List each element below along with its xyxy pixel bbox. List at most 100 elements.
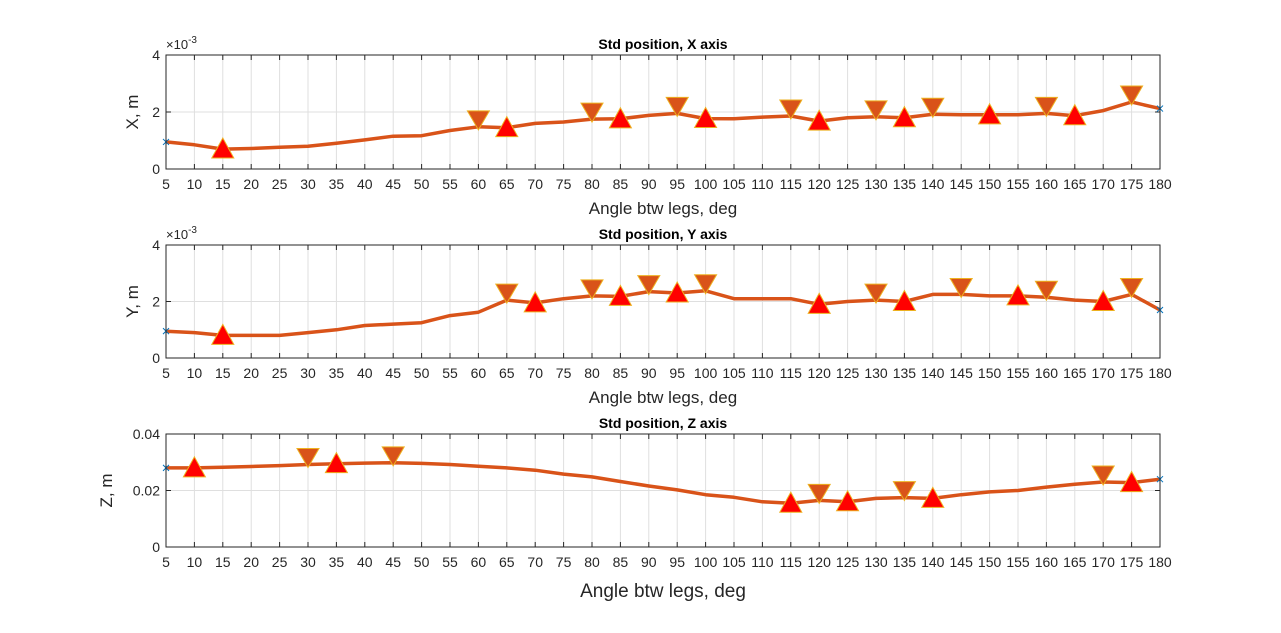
x-axis-label: Angle btw legs, deg <box>580 581 746 602</box>
x-tick-label: 60 <box>471 554 487 570</box>
x-tick-label: 95 <box>669 176 685 192</box>
peak-marker <box>1091 465 1116 487</box>
x-tick-label: 120 <box>808 365 832 381</box>
marker-layer <box>210 274 1144 345</box>
exponent-base: ×10 <box>166 227 188 242</box>
y-axis-label: X, m <box>123 95 142 130</box>
y-tick-labels: 0 2 4 <box>152 237 160 366</box>
peak-marker <box>381 446 406 467</box>
peak-marker <box>1119 85 1144 107</box>
peak-marker <box>494 283 519 305</box>
x-tick-label: 20 <box>243 365 259 381</box>
y-tick-label: 0 <box>152 161 160 177</box>
marker-layer <box>210 85 1144 159</box>
series-line <box>165 289 1161 338</box>
peak-marker <box>1034 96 1059 118</box>
valley-marker <box>778 491 803 513</box>
x-tick-label: 175 <box>1120 176 1144 192</box>
x-tick-label: 45 <box>385 365 401 381</box>
x-tick-label: 5 <box>162 554 170 570</box>
x-axis-label: Angle btw legs, deg <box>589 199 737 218</box>
y-tick-label: 0 <box>152 350 160 366</box>
peak-marker <box>949 277 974 299</box>
x-tick-label: 40 <box>357 176 373 192</box>
valley-marker <box>807 292 832 314</box>
x-tick-label: 150 <box>978 365 1002 381</box>
x-tick-label: 55 <box>442 176 458 192</box>
x-tick-label: 95 <box>669 365 685 381</box>
plot-frame <box>165 54 1161 170</box>
valley-marker <box>182 455 207 478</box>
x-tick-label: 105 <box>722 176 746 192</box>
x-tick-label: 105 <box>722 554 746 570</box>
x-tick-label: 155 <box>1006 176 1030 192</box>
y-tick-label: 4 <box>152 47 160 63</box>
valley-marker <box>835 489 860 512</box>
peak-marker <box>580 102 604 124</box>
x-tick-label: 10 <box>187 365 203 381</box>
x-tick-label: 15 <box>215 365 231 381</box>
x-tick-label: 105 <box>722 365 746 381</box>
x-tick-label: 50 <box>414 176 430 192</box>
x-tick-label: 150 <box>978 176 1002 192</box>
x-tick-label: 70 <box>527 365 543 381</box>
x-tick-label: 100 <box>694 176 718 192</box>
subplot-title: Std position, Y axis <box>599 226 728 242</box>
x-tick-label: 30 <box>300 176 316 192</box>
valley-marker <box>523 290 548 313</box>
x-tick-label: 55 <box>442 554 458 570</box>
subplot-title: Std position, Z axis <box>599 415 728 431</box>
exponent-power: -3 <box>188 225 197 236</box>
x-tick-label: 30 <box>300 554 316 570</box>
x-tick-label: 140 <box>921 365 945 381</box>
x-tick-label: 80 <box>584 365 600 381</box>
subplot-z-axis: 5 10 15 20 25 30 35 40 45 50 55 60 65 70 75 80 85 90 95 100… <box>97 415 1172 602</box>
peak-marker <box>466 110 491 131</box>
x-tick-label: 175 <box>1120 365 1144 381</box>
x-tick-label: 130 <box>864 554 888 570</box>
x-tick-label: 65 <box>499 176 515 192</box>
x-tick-label: 80 <box>584 554 600 570</box>
x-tick-label: 30 <box>300 365 316 381</box>
x-tick-labels: 5 10 15 20 25 30 35 40 45 50 55 60 65 70 75 80 85 90 95 100… <box>162 365 1172 381</box>
x-tick-label: 40 <box>357 365 373 381</box>
x-tick-label: 140 <box>921 554 945 570</box>
x-tick-label: 170 <box>1092 176 1116 192</box>
x-tick-label: 40 <box>357 554 373 570</box>
x-tick-label: 100 <box>694 365 718 381</box>
valley-marker <box>665 280 690 303</box>
x-tick-label: 170 <box>1092 554 1116 570</box>
x-tick-label: 115 <box>780 554 803 570</box>
valley-marker <box>210 323 235 345</box>
valley-marker <box>807 109 832 131</box>
y-axis-label: Y, m <box>123 285 142 318</box>
x-tick-label: 70 <box>527 176 543 192</box>
x-tick-label: 50 <box>414 554 430 570</box>
x-tick-label: 170 <box>1092 365 1116 381</box>
x-tick-label: 45 <box>385 554 401 570</box>
x-tick-labels: 5 10 15 20 25 30 35 40 45 50 55 60 65 70 75 80 85 90 95 100… <box>162 176 1172 192</box>
marker-layer <box>182 446 1144 513</box>
x-tick-label: 165 <box>1063 554 1087 570</box>
x-tick-label: 180 <box>1148 176 1172 192</box>
x-tick-label: 65 <box>499 365 515 381</box>
x-tick-label: 165 <box>1063 365 1087 381</box>
valley-marker <box>210 137 235 159</box>
x-tick-label: 90 <box>641 176 657 192</box>
x-tick-label: 90 <box>641 365 657 381</box>
valley-marker <box>892 289 917 311</box>
x-tick-label: 115 <box>780 176 803 192</box>
valley-marker <box>693 106 718 129</box>
x-tick-label: 120 <box>808 554 832 570</box>
x-tick-label: 95 <box>669 554 685 570</box>
x-tick-label: 100 <box>694 554 718 570</box>
x-tick-label: 160 <box>1035 554 1059 570</box>
subplot-y-axis: 5 10 15 20 25 30 35 40 45 50 55 60 65 70 75 80 85 90 95 100… <box>123 225 1172 407</box>
x-tick-label: 120 <box>808 176 832 192</box>
x-tick-label: 65 <box>499 554 515 570</box>
y-exponent-label: ×10-3 <box>166 35 197 52</box>
exponent-base: ×10 <box>166 37 188 52</box>
peak-marker <box>892 481 917 502</box>
x-tick-label: 85 <box>613 176 629 192</box>
x-tick-label: 60 <box>471 176 487 192</box>
